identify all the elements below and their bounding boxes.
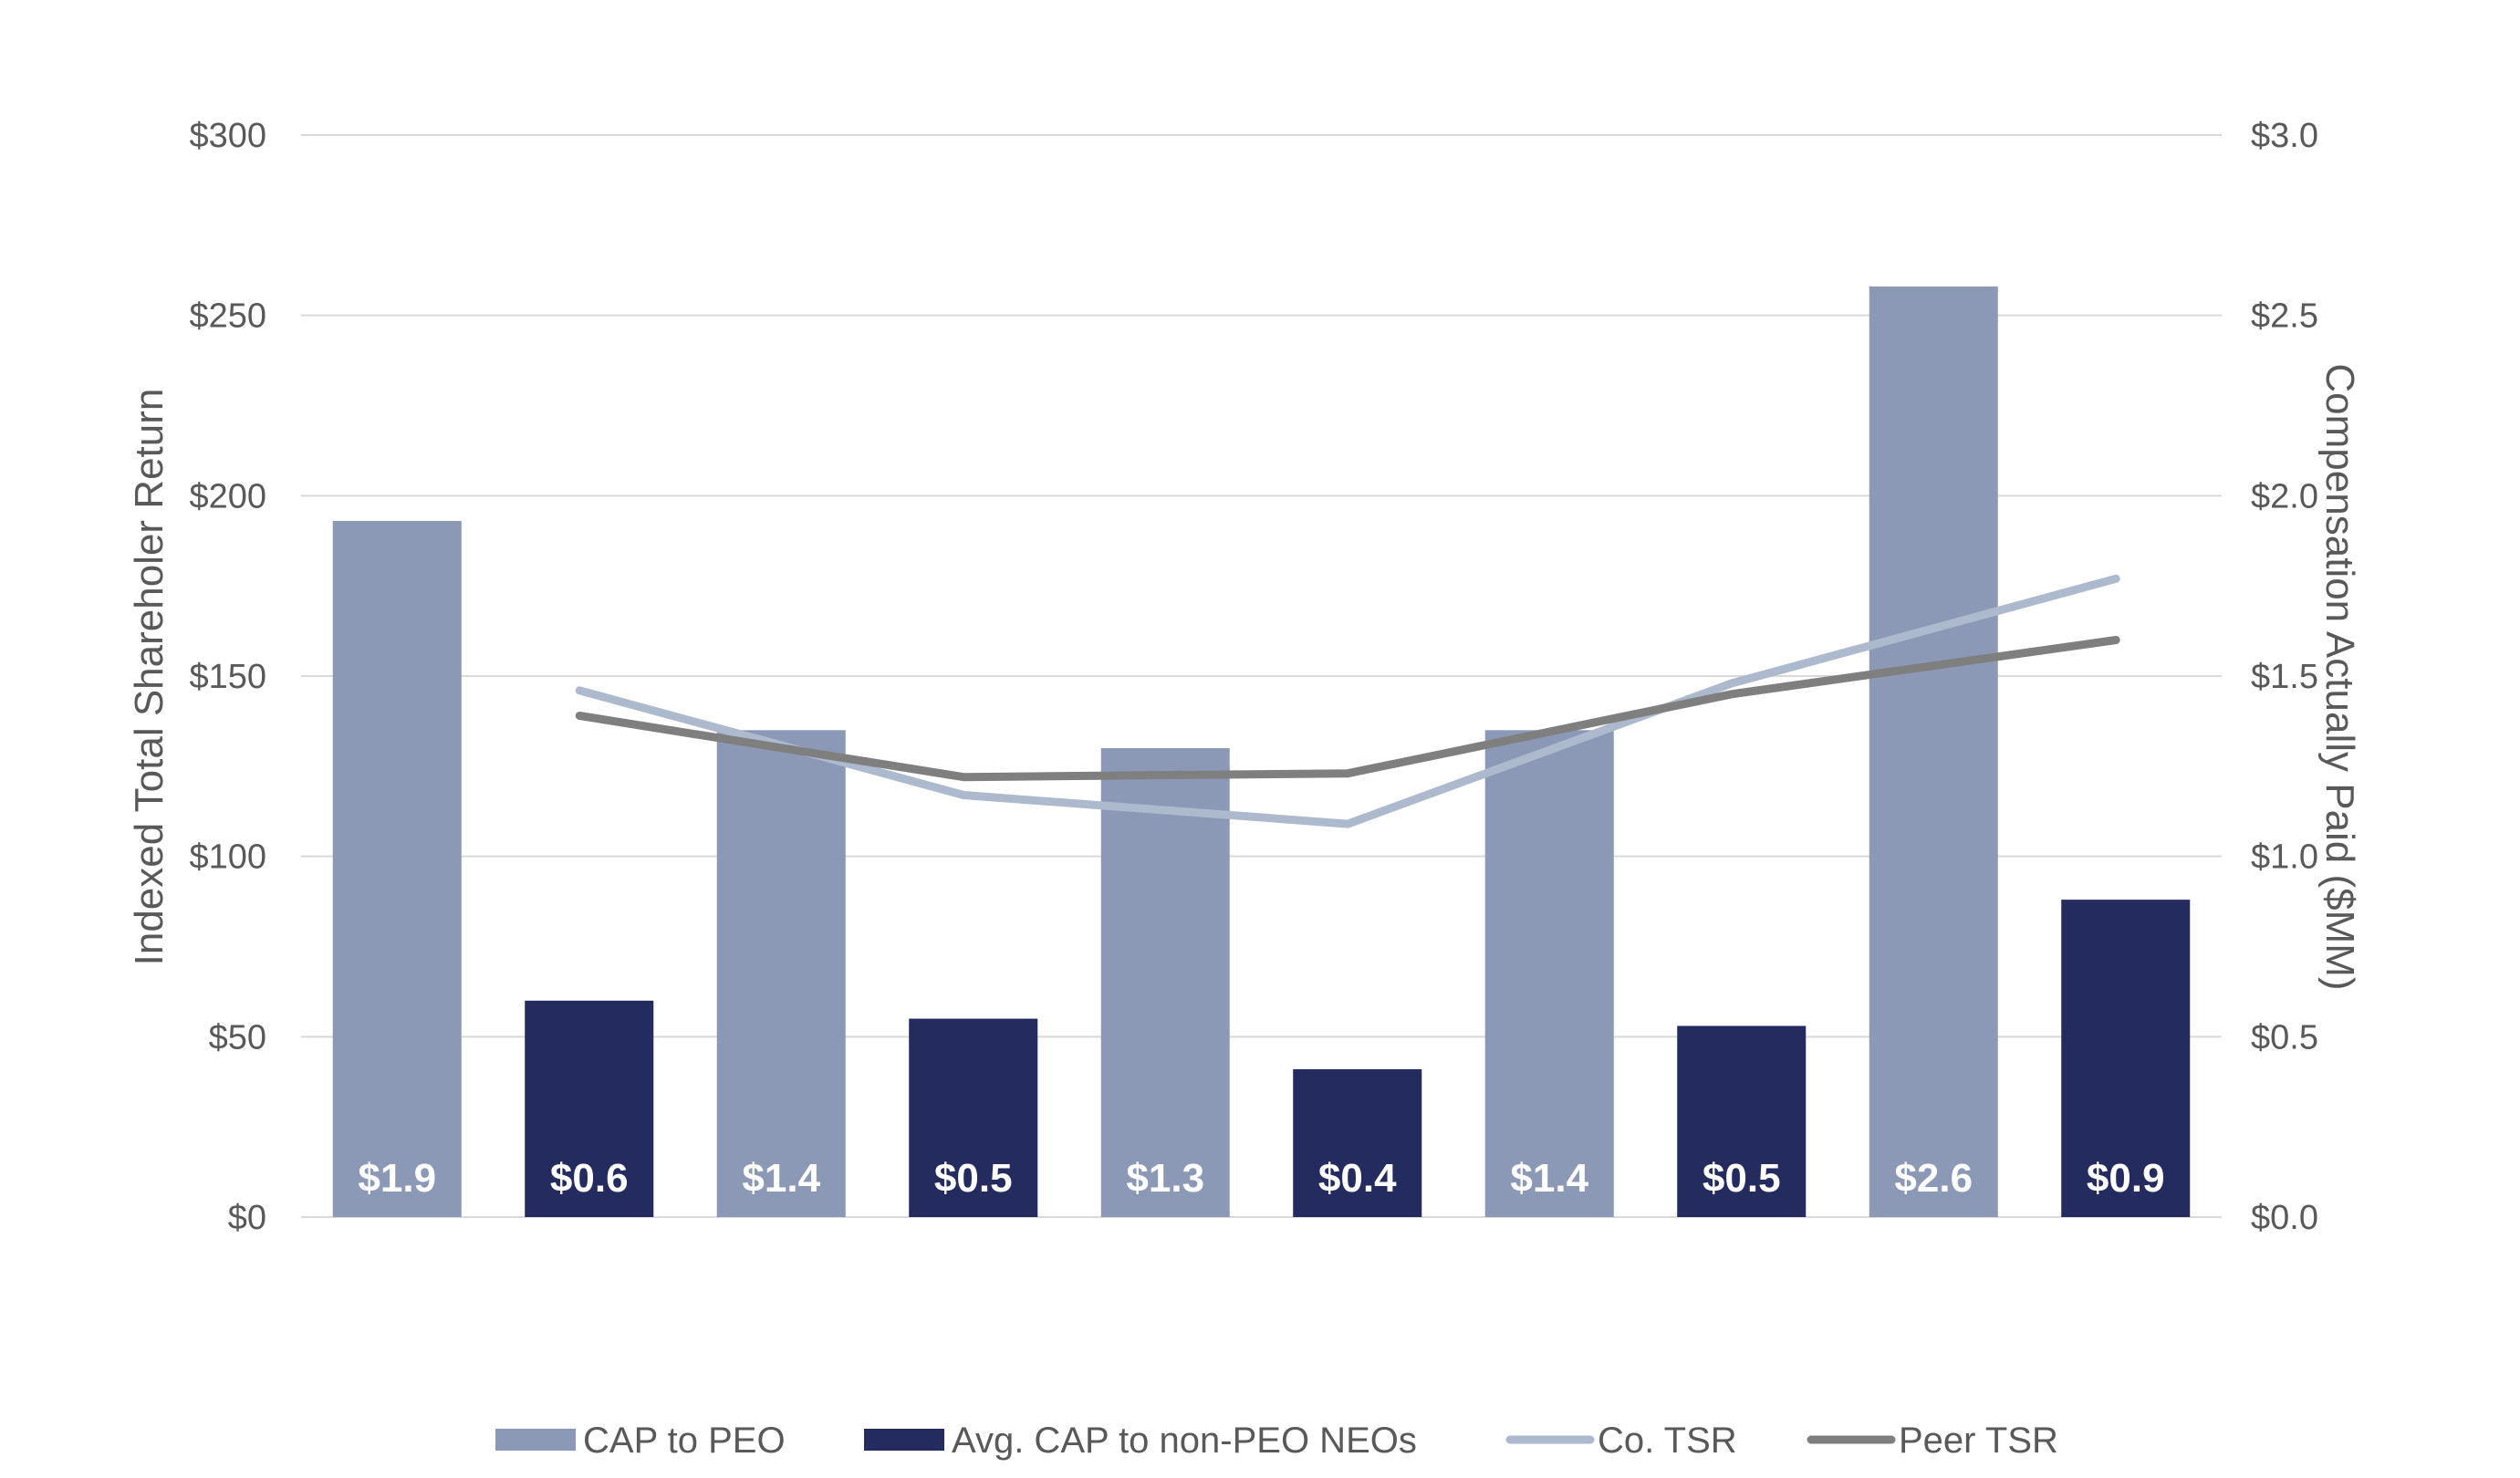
right-axis-ticks: $0.0 $0.5 $1.0 $1.5 $2.0 $2.5 $3.0	[2251, 117, 2318, 1237]
line-peer-tsr	[575, 636, 2120, 782]
bar-value-label: $0.5	[934, 1156, 1013, 1201]
legend: CAP to PEO Avg. CAP to non-PEO NEOs Co. TS…	[495, 1421, 2058, 1461]
bar-value-label: $1.9	[358, 1156, 436, 1201]
legend-item-peer-tsr: Peer TSR	[1807, 1421, 2058, 1461]
bar-cap-peo	[1484, 730, 1614, 1217]
left-tick-label: $250	[189, 297, 266, 336]
bar-value-label: $0.9	[2087, 1156, 2165, 1201]
left-tick-label: $0	[228, 1199, 266, 1237]
bar-cap-peo	[1100, 748, 1230, 1217]
bars	[332, 286, 2191, 1217]
bar-cap-neo	[2061, 900, 2191, 1217]
legend-swatch	[495, 1429, 576, 1451]
right-tick-label: $0.0	[2251, 1199, 2318, 1237]
bar-cap-neo	[909, 1018, 1038, 1217]
legend-item-cap-neo: Avg. CAP to non-PEO NEOs	[864, 1421, 1417, 1461]
legend-swatch	[864, 1429, 944, 1451]
tsr-lines	[575, 574, 2120, 828]
left-tick-label: $100	[189, 838, 266, 877]
left-tick-label: $150	[189, 658, 266, 696]
left-tick-label: $200	[189, 477, 266, 515]
legend-item-cap-peo: CAP to PEO	[495, 1421, 786, 1461]
bar-value-label: $1.4	[742, 1156, 820, 1201]
bar-cap-peo	[332, 521, 462, 1217]
bar-cap-peo	[716, 730, 846, 1217]
bar-cap-neo	[1677, 1025, 1807, 1217]
bar-value-label: $2.6	[1894, 1156, 1973, 1201]
right-tick-label: $0.5	[2251, 1018, 2318, 1056]
legend-label: Avg. CAP to non-PEO NEOs	[952, 1421, 1417, 1461]
bar-cap-peo	[1869, 286, 1998, 1217]
right-tick-label: $1.5	[2251, 658, 2318, 696]
right-tick-label: $1.0	[2251, 838, 2318, 877]
bar-value-label: $1.4	[1510, 1156, 1588, 1201]
legend-label: CAP to PEO	[583, 1421, 786, 1461]
right-tick-label: $3.0	[2251, 117, 2318, 155]
bar-cap-neo	[1293, 1068, 1422, 1217]
right-tick-label: $2.5	[2251, 297, 2318, 336]
bar-value-label: $0.6	[550, 1156, 629, 1201]
bar-value-label: $0.4	[1318, 1156, 1397, 1201]
left-tick-label: $300	[189, 117, 266, 155]
left-axis-ticks: $0 $50 $100 $150 $200 $250 $300	[189, 117, 266, 1237]
left-tick-label: $50	[209, 1018, 266, 1056]
right-axis-title: Compensation Actually Paid ($MM)	[2317, 363, 2362, 990]
legend-label: Peer TSR	[1899, 1421, 2058, 1461]
bar-value-label: $1.3	[1126, 1156, 1204, 1201]
legend-item-co-tsr: Co. TSR	[1505, 1421, 1737, 1461]
right-tick-label: $2.0	[2251, 477, 2318, 515]
legend-label: Co. TSR	[1598, 1421, 1737, 1461]
left-axis-title: Indexed Total Shareholer Return	[127, 389, 172, 966]
bar-cap-neo	[525, 1000, 654, 1217]
bar-value-label: $0.5	[1703, 1156, 1781, 1201]
bar-data-labels: $1.9 $1.4 $1.3 $1.4 $2.6 $0.6 $0.5 $0.4 $0.5 $0.9	[358, 1156, 2164, 1201]
